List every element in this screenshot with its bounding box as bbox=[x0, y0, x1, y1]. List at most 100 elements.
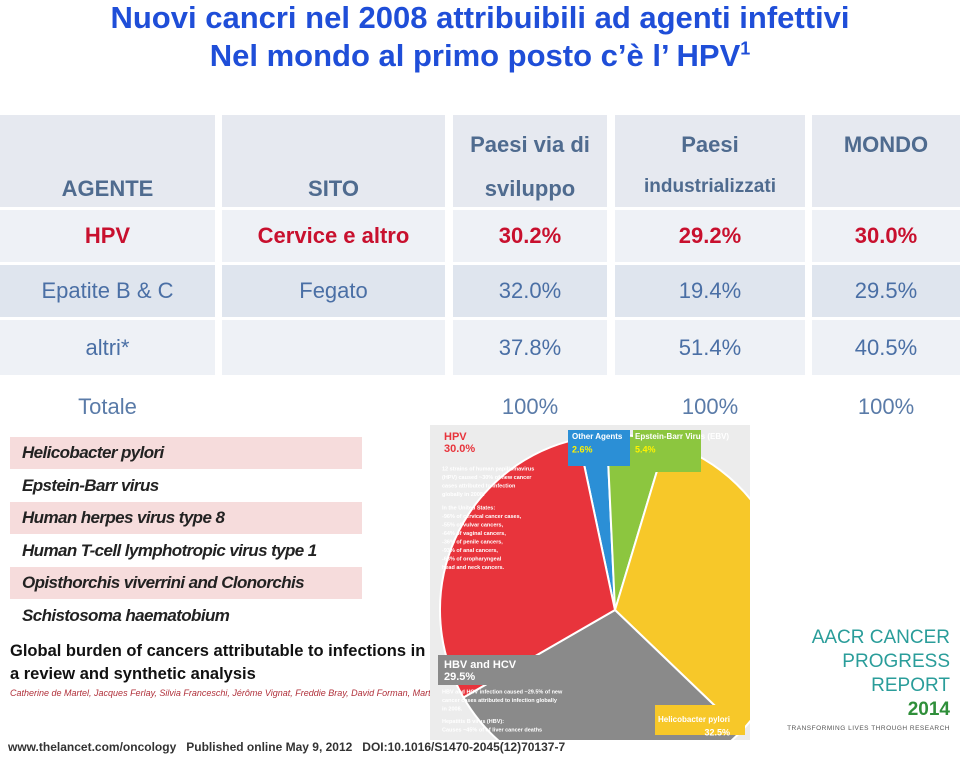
slice-name: HPV bbox=[444, 431, 467, 443]
header-text: Paesi via di bbox=[470, 132, 590, 157]
header-cell: Paesi via di sviluppo bbox=[453, 115, 607, 207]
aacr-year: 2014 bbox=[907, 699, 950, 720]
note: globally in 2008. bbox=[442, 492, 485, 498]
note: HBV and HCV infection caused ~29.5% of n… bbox=[442, 689, 563, 695]
agent-item: Opisthorchis viverrini and Clonorchis si… bbox=[10, 567, 362, 624]
cell-text: 40.5% bbox=[854, 334, 918, 360]
header-text: MONDO bbox=[843, 132, 929, 157]
header-text: industrializzati bbox=[644, 176, 776, 197]
table-cell: 32.0% bbox=[453, 265, 607, 317]
table-cell: 37.8% bbox=[453, 320, 607, 375]
title: Nuovi cancri nel 2008 attribuibili ad ag… bbox=[110, 0, 850, 35]
slice-name: HBV and HCV bbox=[444, 659, 517, 671]
note: cases attributed to infection bbox=[442, 483, 516, 489]
cell-text: 32.0% bbox=[498, 278, 562, 303]
agent-item: Schistosoma haematobium bbox=[10, 599, 362, 632]
table-cell: 29.5% bbox=[812, 265, 960, 317]
slice-name: Other Agents bbox=[572, 432, 623, 441]
cell-text: 100% bbox=[501, 393, 559, 419]
subtitle-text: Nel mondo al primo posto c’è l’ HPV bbox=[209, 38, 741, 73]
note: -93% of anal cancers, bbox=[442, 548, 498, 554]
citation-authors: Catherine de Martel, Jacques Ferlay, Sil… bbox=[10, 688, 479, 698]
cell-text: Epatite B & C bbox=[41, 278, 174, 303]
aacr-tagline: TRANSFORMING LIVES THROUGH RESEARCH bbox=[787, 725, 950, 732]
header-cell: AGENTE bbox=[0, 115, 215, 207]
header-cell: Paesi industrializzati bbox=[615, 115, 805, 207]
citation-title: Global burden of cancers attributable to… bbox=[10, 640, 472, 686]
slice-name: Helicobacter pylori bbox=[658, 715, 730, 724]
table-cell: 30.0% bbox=[812, 210, 960, 262]
note: cancer cases attributed to infection glo… bbox=[442, 698, 558, 704]
table-cell: Fegato bbox=[222, 265, 445, 317]
footnote-mark: 1 bbox=[740, 38, 751, 59]
table-cell: HPV bbox=[0, 210, 215, 262]
label-box bbox=[633, 430, 701, 472]
table-cell: 100% bbox=[812, 378, 960, 435]
cell-text: 100% bbox=[857, 393, 915, 419]
slice-name: Epstein-Barr Virus (EBV) bbox=[635, 432, 729, 441]
table-cell bbox=[222, 320, 445, 375]
note: -63% of oropharyngeal bbox=[442, 556, 502, 562]
table-cell: 29.2% bbox=[615, 210, 805, 262]
slice-value: 32.5% bbox=[704, 727, 730, 737]
agent-item: Human T-cell lymphotropic virus type 1 bbox=[10, 534, 362, 567]
cell-text: 51.4% bbox=[678, 334, 742, 360]
agent-item: Epstein-Barr virus bbox=[10, 469, 362, 502]
table-cell: 40.5% bbox=[812, 320, 960, 375]
citation-footer: www.thelancet.com/oncology Published onl… bbox=[8, 740, 566, 754]
table-cell bbox=[222, 378, 445, 435]
citation-line: a review and synthetic analysis bbox=[10, 665, 256, 683]
infographic: Other Agents 2.6% Epstein-Barr Virus (EBV)… bbox=[430, 425, 750, 740]
cell-text: HPV bbox=[84, 223, 131, 248]
slice-value: 29.5% bbox=[444, 671, 475, 683]
agent-item: Helicobacter pylori bbox=[10, 437, 362, 469]
slice-value: 30.0% bbox=[444, 443, 475, 455]
agent-item: Human herpes virus type 8 bbox=[10, 502, 362, 534]
note: -36% of penile cancers, bbox=[442, 539, 503, 545]
cell-text: 37.8% bbox=[498, 334, 562, 360]
label-box bbox=[438, 655, 543, 685]
table-cell: Cervice e altro bbox=[222, 210, 445, 262]
note: -55% of vulvar cancers, bbox=[442, 522, 504, 528]
label-box bbox=[568, 430, 630, 466]
note: head and neck cancers. bbox=[442, 565, 505, 571]
aacr-logo: AACR CANCER PROGRESS REPORT 2014 TRANSFO… bbox=[760, 626, 950, 736]
note: Causes ~45% of of liver cancer deaths bbox=[442, 727, 542, 733]
note: in 2008. bbox=[442, 706, 463, 712]
cell-text: 30.0% bbox=[854, 223, 918, 248]
label-box bbox=[655, 705, 745, 735]
cell-text: 30.2% bbox=[498, 223, 562, 248]
header-text: SITO bbox=[308, 176, 359, 201]
citation-line: Global burden of cancers attributable to… bbox=[10, 642, 473, 660]
cell-text: 29.5% bbox=[854, 278, 918, 303]
header-text: Paesi bbox=[681, 132, 739, 157]
slice-value: 2.6% bbox=[572, 444, 593, 454]
aacr-line: AACR CANCER bbox=[811, 627, 950, 648]
subtitle: Nel mondo al primo posto c’è l’ HPV1 bbox=[0, 38, 960, 74]
cell-text: 100% bbox=[681, 393, 739, 419]
header-text: sviluppo bbox=[484, 176, 576, 201]
slice-value: 5.4% bbox=[635, 444, 656, 454]
note: -64% of vaginal cancers, bbox=[442, 531, 506, 537]
header-text: AGENTE bbox=[61, 176, 154, 201]
note: -96% of cervical cancer cases, bbox=[442, 514, 522, 520]
header-cell: MONDO bbox=[812, 115, 960, 207]
note: (HPV) caused ~30% of new cancer bbox=[442, 475, 532, 481]
pie bbox=[439, 434, 750, 740]
cell-text: Fegato bbox=[299, 278, 368, 303]
table-cell: Epatite B & C bbox=[0, 265, 215, 317]
cell-text: 29.2% bbox=[678, 223, 742, 248]
note: Hepatitis B virus (HBV): bbox=[442, 719, 504, 725]
cell-text: Cervice e altro bbox=[257, 223, 410, 248]
pie-labels: Other Agents 2.6% Epstein-Barr Virus (EBV)… bbox=[438, 430, 745, 737]
note: 12 strains of human papillomavirus bbox=[442, 466, 534, 472]
cell-text: Totale bbox=[78, 393, 137, 419]
pie-slice bbox=[613, 441, 750, 733]
aacr-line: PROGRESS REPORT bbox=[842, 651, 950, 696]
table-cell: altri* bbox=[0, 320, 215, 375]
table-cell: 19.4% bbox=[615, 265, 805, 317]
header-cell: SITO bbox=[222, 115, 445, 207]
note: In the United States: bbox=[442, 505, 495, 511]
table-cell: 51.4% bbox=[615, 320, 805, 375]
